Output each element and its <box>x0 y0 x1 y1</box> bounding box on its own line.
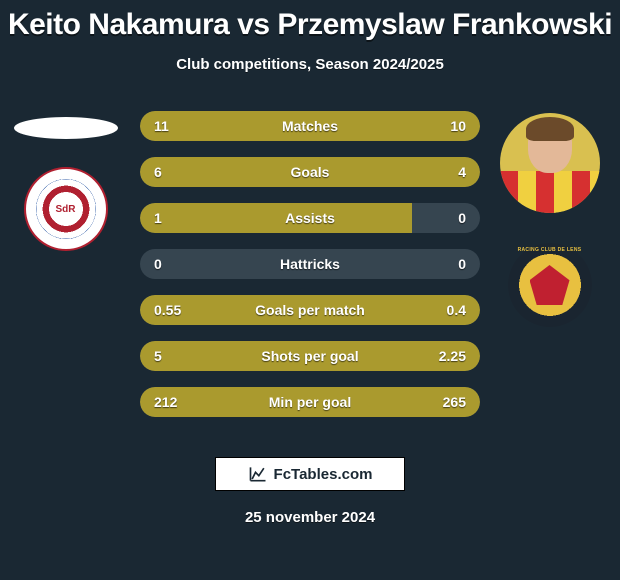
stat-text: 5Shots per goal2.25 <box>140 341 480 371</box>
stat-label: Min per goal <box>140 394 480 410</box>
date-text: 25 november 2024 <box>0 509 620 526</box>
right-player-column <box>497 113 602 327</box>
stat-row: 11Matches10 <box>140 111 480 141</box>
player-photo-right <box>500 113 600 213</box>
club-badge-lens <box>508 243 592 327</box>
stat-row: 5Shots per goal2.25 <box>140 341 480 371</box>
stat-label: Assists <box>140 210 480 226</box>
footer-brand-text: FcTables.com <box>274 466 373 483</box>
stat-row: 1Assists0 <box>140 203 480 233</box>
footer-brand-badge: FcTables.com <box>215 457 405 491</box>
chart-icon <box>248 464 268 484</box>
comparison-panel: 11Matches10 6Goals4 1Assists0 0Hattricks0 0.… <box>0 103 620 443</box>
stat-row: 0Hattricks0 <box>140 249 480 279</box>
stat-text: 1Assists0 <box>140 203 480 233</box>
stat-text: 11Matches10 <box>140 111 480 141</box>
stat-label: Matches <box>140 118 480 134</box>
stat-row: 6Goals4 <box>140 157 480 187</box>
stat-bars: 11Matches10 6Goals4 1Assists0 0Hattricks0 0.… <box>140 111 480 433</box>
stat-row: 0.55Goals per match0.4 <box>140 295 480 325</box>
page-title: Keito Nakamura vs Przemyslaw Frankowski <box>0 0 620 42</box>
stat-text: 212Min per goal265 <box>140 387 480 417</box>
stat-text: 6Goals4 <box>140 157 480 187</box>
stat-label: Goals per match <box>140 302 480 318</box>
subtitle: Club competitions, Season 2024/2025 <box>0 56 620 73</box>
left-player-column <box>8 103 123 251</box>
stat-text: 0.55Goals per match0.4 <box>140 295 480 325</box>
stat-label: Hattricks <box>140 256 480 272</box>
stat-text: 0Hattricks0 <box>140 249 480 279</box>
stat-row: 212Min per goal265 <box>140 387 480 417</box>
player-photo-left <box>14 117 118 139</box>
club-badge-reims <box>24 167 108 251</box>
stat-label: Shots per goal <box>140 348 480 364</box>
stat-label: Goals <box>140 164 480 180</box>
